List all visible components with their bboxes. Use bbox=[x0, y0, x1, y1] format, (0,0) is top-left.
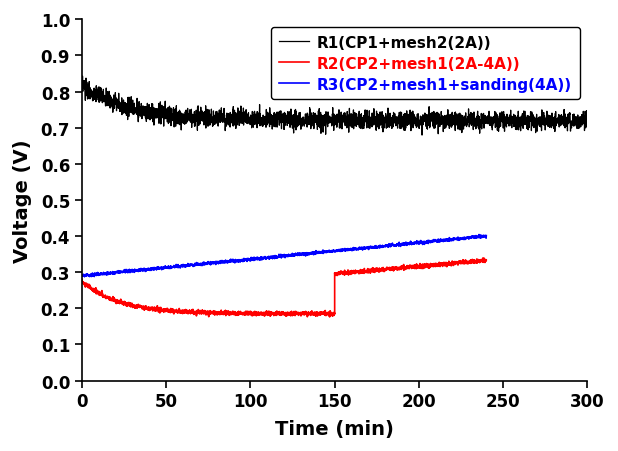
R3(CP2+mesh1+sanding(4A)) bbox=[109, 272, 117, 277]
Line: R3(CP2+mesh1+sanding(4A)): R3(CP2+mesh1+sanding(4A)) bbox=[82, 235, 486, 277]
R1(CP1+mesh2(2A)) bbox=[78, 76, 86, 81]
R3(CP2+mesh1+sanding(4A)) bbox=[78, 273, 86, 278]
R3(CP2+mesh1+sanding(4A)) bbox=[81, 275, 88, 280]
R2(CP2+mesh1(2A-4A)) bbox=[479, 256, 486, 261]
R3(CP2+mesh1+sanding(4A)) bbox=[90, 272, 97, 277]
R1(CP1+mesh2(2A)) bbox=[583, 119, 591, 124]
R1(CP1+mesh2(2A)) bbox=[78, 74, 86, 79]
R2(CP2+mesh1(2A-4A)) bbox=[122, 303, 130, 308]
X-axis label: Time (min): Time (min) bbox=[275, 419, 394, 438]
R2(CP2+mesh1(2A-4A)) bbox=[421, 265, 428, 271]
R3(CP2+mesh1+sanding(4A)) bbox=[123, 269, 130, 275]
R1(CP1+mesh2(2A)) bbox=[574, 113, 582, 118]
R2(CP2+mesh1(2A-4A)) bbox=[78, 277, 86, 283]
R2(CP2+mesh1(2A-4A)) bbox=[134, 304, 142, 309]
R3(CP2+mesh1+sanding(4A)) bbox=[483, 233, 490, 239]
R1(CP1+mesh2(2A)) bbox=[520, 117, 527, 123]
R3(CP2+mesh1+sanding(4A)) bbox=[475, 232, 483, 238]
R2(CP2+mesh1(2A-4A)) bbox=[109, 298, 117, 303]
Legend: R1(CP1+mesh2(2A)), R2(CP2+mesh1(2A-4A)), R3(CP2+mesh1+sanding(4A)): R1(CP1+mesh2(2A)), R2(CP2+mesh1(2A-4A)),… bbox=[271, 28, 580, 100]
Y-axis label: Voltage (V): Voltage (V) bbox=[14, 139, 32, 262]
R2(CP2+mesh1(2A-4A)) bbox=[483, 258, 490, 263]
R1(CP1+mesh2(2A)) bbox=[166, 117, 174, 122]
Line: R1(CP1+mesh2(2A)): R1(CP1+mesh2(2A)) bbox=[82, 77, 587, 136]
R1(CP1+mesh2(2A)) bbox=[136, 113, 143, 119]
R2(CP2+mesh1(2A-4A)) bbox=[326, 314, 333, 320]
R1(CP1+mesh2(2A)) bbox=[418, 133, 426, 138]
R1(CP1+mesh2(2A)) bbox=[272, 125, 279, 130]
R2(CP2+mesh1(2A-4A)) bbox=[262, 313, 269, 318]
R3(CP2+mesh1+sanding(4A)) bbox=[262, 256, 269, 262]
R3(CP2+mesh1+sanding(4A)) bbox=[421, 239, 428, 245]
R2(CP2+mesh1(2A-4A)) bbox=[90, 288, 97, 293]
R1(CP1+mesh2(2A)) bbox=[294, 121, 302, 126]
Line: R2(CP2+mesh1(2A-4A)): R2(CP2+mesh1(2A-4A)) bbox=[82, 258, 486, 317]
R3(CP2+mesh1+sanding(4A)) bbox=[134, 267, 142, 273]
